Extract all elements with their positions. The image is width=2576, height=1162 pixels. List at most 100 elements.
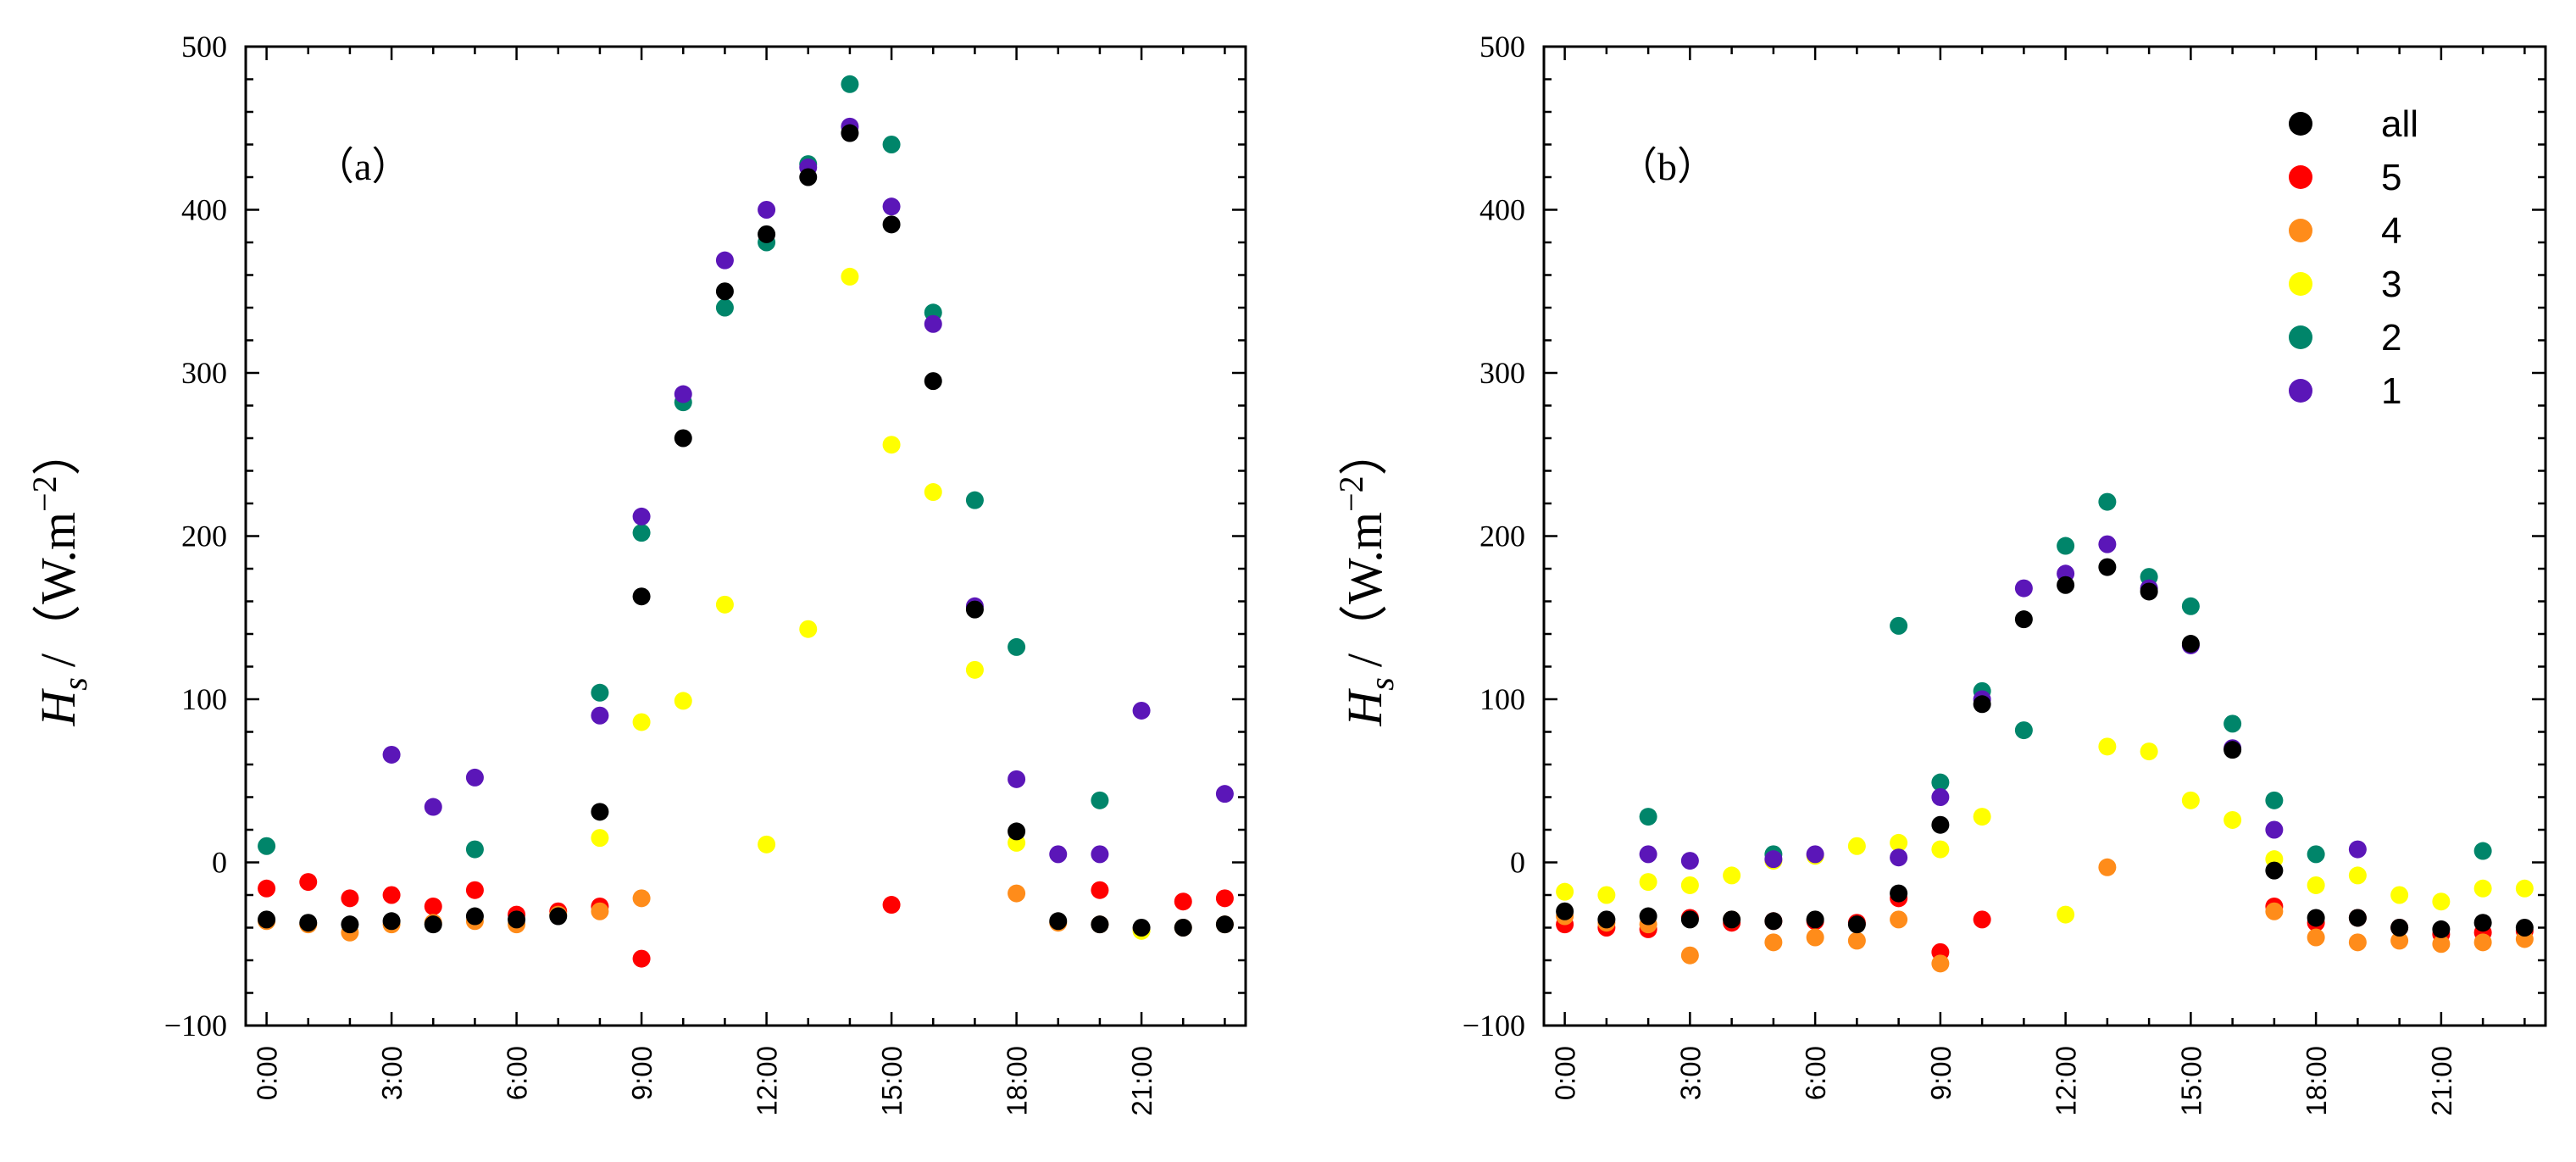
panel-label-a: （a） xyxy=(315,145,410,188)
data-point xyxy=(465,768,484,787)
data-point xyxy=(591,803,609,821)
data-point xyxy=(2390,931,2409,950)
data-point xyxy=(2265,902,2284,920)
legend-marker xyxy=(2289,379,2312,403)
data-point xyxy=(1215,785,1234,803)
data-point xyxy=(1008,822,1026,841)
y-axis-label-b: Hs/（W.m−2） xyxy=(1332,426,1401,726)
data-point xyxy=(1008,884,1026,903)
data-point xyxy=(1091,845,1109,864)
panel-b: Hs/（W.m−2） （b） all 5 4 3 2 1 −100 0 100 200 300 40… xyxy=(1332,30,2547,1116)
series-2 xyxy=(258,75,1109,859)
data-point xyxy=(674,385,692,403)
data-point xyxy=(674,692,692,710)
data-point xyxy=(1639,907,1657,926)
data-point xyxy=(1091,915,1109,934)
data-point xyxy=(1890,833,1908,852)
data-point xyxy=(841,267,859,286)
data-point xyxy=(1556,882,1574,901)
data-point xyxy=(2307,845,2325,864)
data-point xyxy=(1764,912,1783,931)
data-point xyxy=(2432,935,2451,954)
legend-label: 2 xyxy=(2381,317,2401,359)
x-tick-label: 6:00 xyxy=(502,1046,533,1100)
data-point xyxy=(632,713,651,731)
x-tick-label: 3:00 xyxy=(1674,1046,1706,1100)
data-point xyxy=(2348,909,2367,927)
data-point xyxy=(465,840,484,859)
x-tick-label: 15:00 xyxy=(876,1046,908,1116)
data-point xyxy=(508,910,526,929)
y-tick-label: 0 xyxy=(1510,846,1525,880)
data-point xyxy=(715,282,734,301)
legend-marker xyxy=(2289,165,2312,189)
data-point xyxy=(424,915,442,934)
series-2 xyxy=(1639,492,2492,864)
data-point xyxy=(299,914,318,932)
data-point xyxy=(882,197,901,216)
data-point xyxy=(1132,919,1151,937)
data-point xyxy=(1049,912,1068,931)
data-point xyxy=(465,881,484,899)
series-all xyxy=(258,124,1234,937)
panel-a: Hs/（W.m−2） （a） −100 0 100 200 300 400 500 0:00 3… xyxy=(25,30,1247,1116)
data-point xyxy=(965,600,984,619)
data-point xyxy=(2181,597,2200,615)
x-tick-label: 9:00 xyxy=(1925,1046,1957,1100)
data-point xyxy=(2140,582,2158,601)
data-point xyxy=(2307,876,2325,894)
data-point xyxy=(965,491,984,509)
data-point xyxy=(2265,861,2284,880)
data-point xyxy=(2057,537,2075,555)
data-point xyxy=(1597,910,1616,929)
data-point xyxy=(2223,741,2242,759)
series-5 xyxy=(258,873,1234,968)
data-point xyxy=(1890,848,1908,867)
data-point xyxy=(799,168,818,186)
data-point xyxy=(1931,788,1950,806)
data-point xyxy=(1639,845,1657,864)
data-point xyxy=(1091,881,1109,899)
data-point xyxy=(1973,695,1991,714)
data-point xyxy=(2307,909,2325,927)
y-tick-label: 300 xyxy=(181,356,227,390)
legend-marker xyxy=(2289,325,2312,349)
data-point xyxy=(299,873,318,892)
data-point xyxy=(2473,933,2492,952)
x-tick-label: 18:00 xyxy=(1002,1046,1033,1116)
data-point xyxy=(1764,933,1783,952)
legend-label: 3 xyxy=(2381,264,2401,305)
data-point xyxy=(632,949,651,968)
data-point xyxy=(1806,928,1824,947)
y-tick-label: 500 xyxy=(1480,30,1525,64)
series-5 xyxy=(1556,889,2534,961)
data-point xyxy=(258,879,276,898)
panel-label-b: （b） xyxy=(1618,145,1716,188)
data-point xyxy=(2098,737,2117,756)
legend: all 5 4 3 2 1 xyxy=(2289,103,2418,412)
data-point xyxy=(2348,933,2367,952)
data-point xyxy=(1215,915,1234,934)
data-point xyxy=(2098,558,2117,576)
data-point xyxy=(1931,815,1950,834)
data-point xyxy=(1680,946,1699,965)
legend-label: 1 xyxy=(2381,370,2401,412)
x-tick-label: 21:00 xyxy=(2426,1046,2457,1116)
data-point xyxy=(1556,902,1574,920)
data-point xyxy=(591,706,609,725)
data-point xyxy=(2390,886,2409,904)
data-point xyxy=(965,660,984,679)
legend-marker xyxy=(2289,112,2312,136)
data-point xyxy=(1890,910,1908,929)
data-point xyxy=(424,798,442,816)
data-point xyxy=(1132,701,1151,720)
data-point xyxy=(1680,852,1699,870)
data-point xyxy=(591,829,609,848)
data-point xyxy=(924,372,942,391)
data-point xyxy=(258,910,276,929)
data-point xyxy=(2014,610,2033,629)
data-point xyxy=(1174,892,1192,911)
data-point xyxy=(465,907,484,926)
data-point xyxy=(1931,840,1950,859)
x-tick-label: 18:00 xyxy=(2301,1046,2332,1116)
